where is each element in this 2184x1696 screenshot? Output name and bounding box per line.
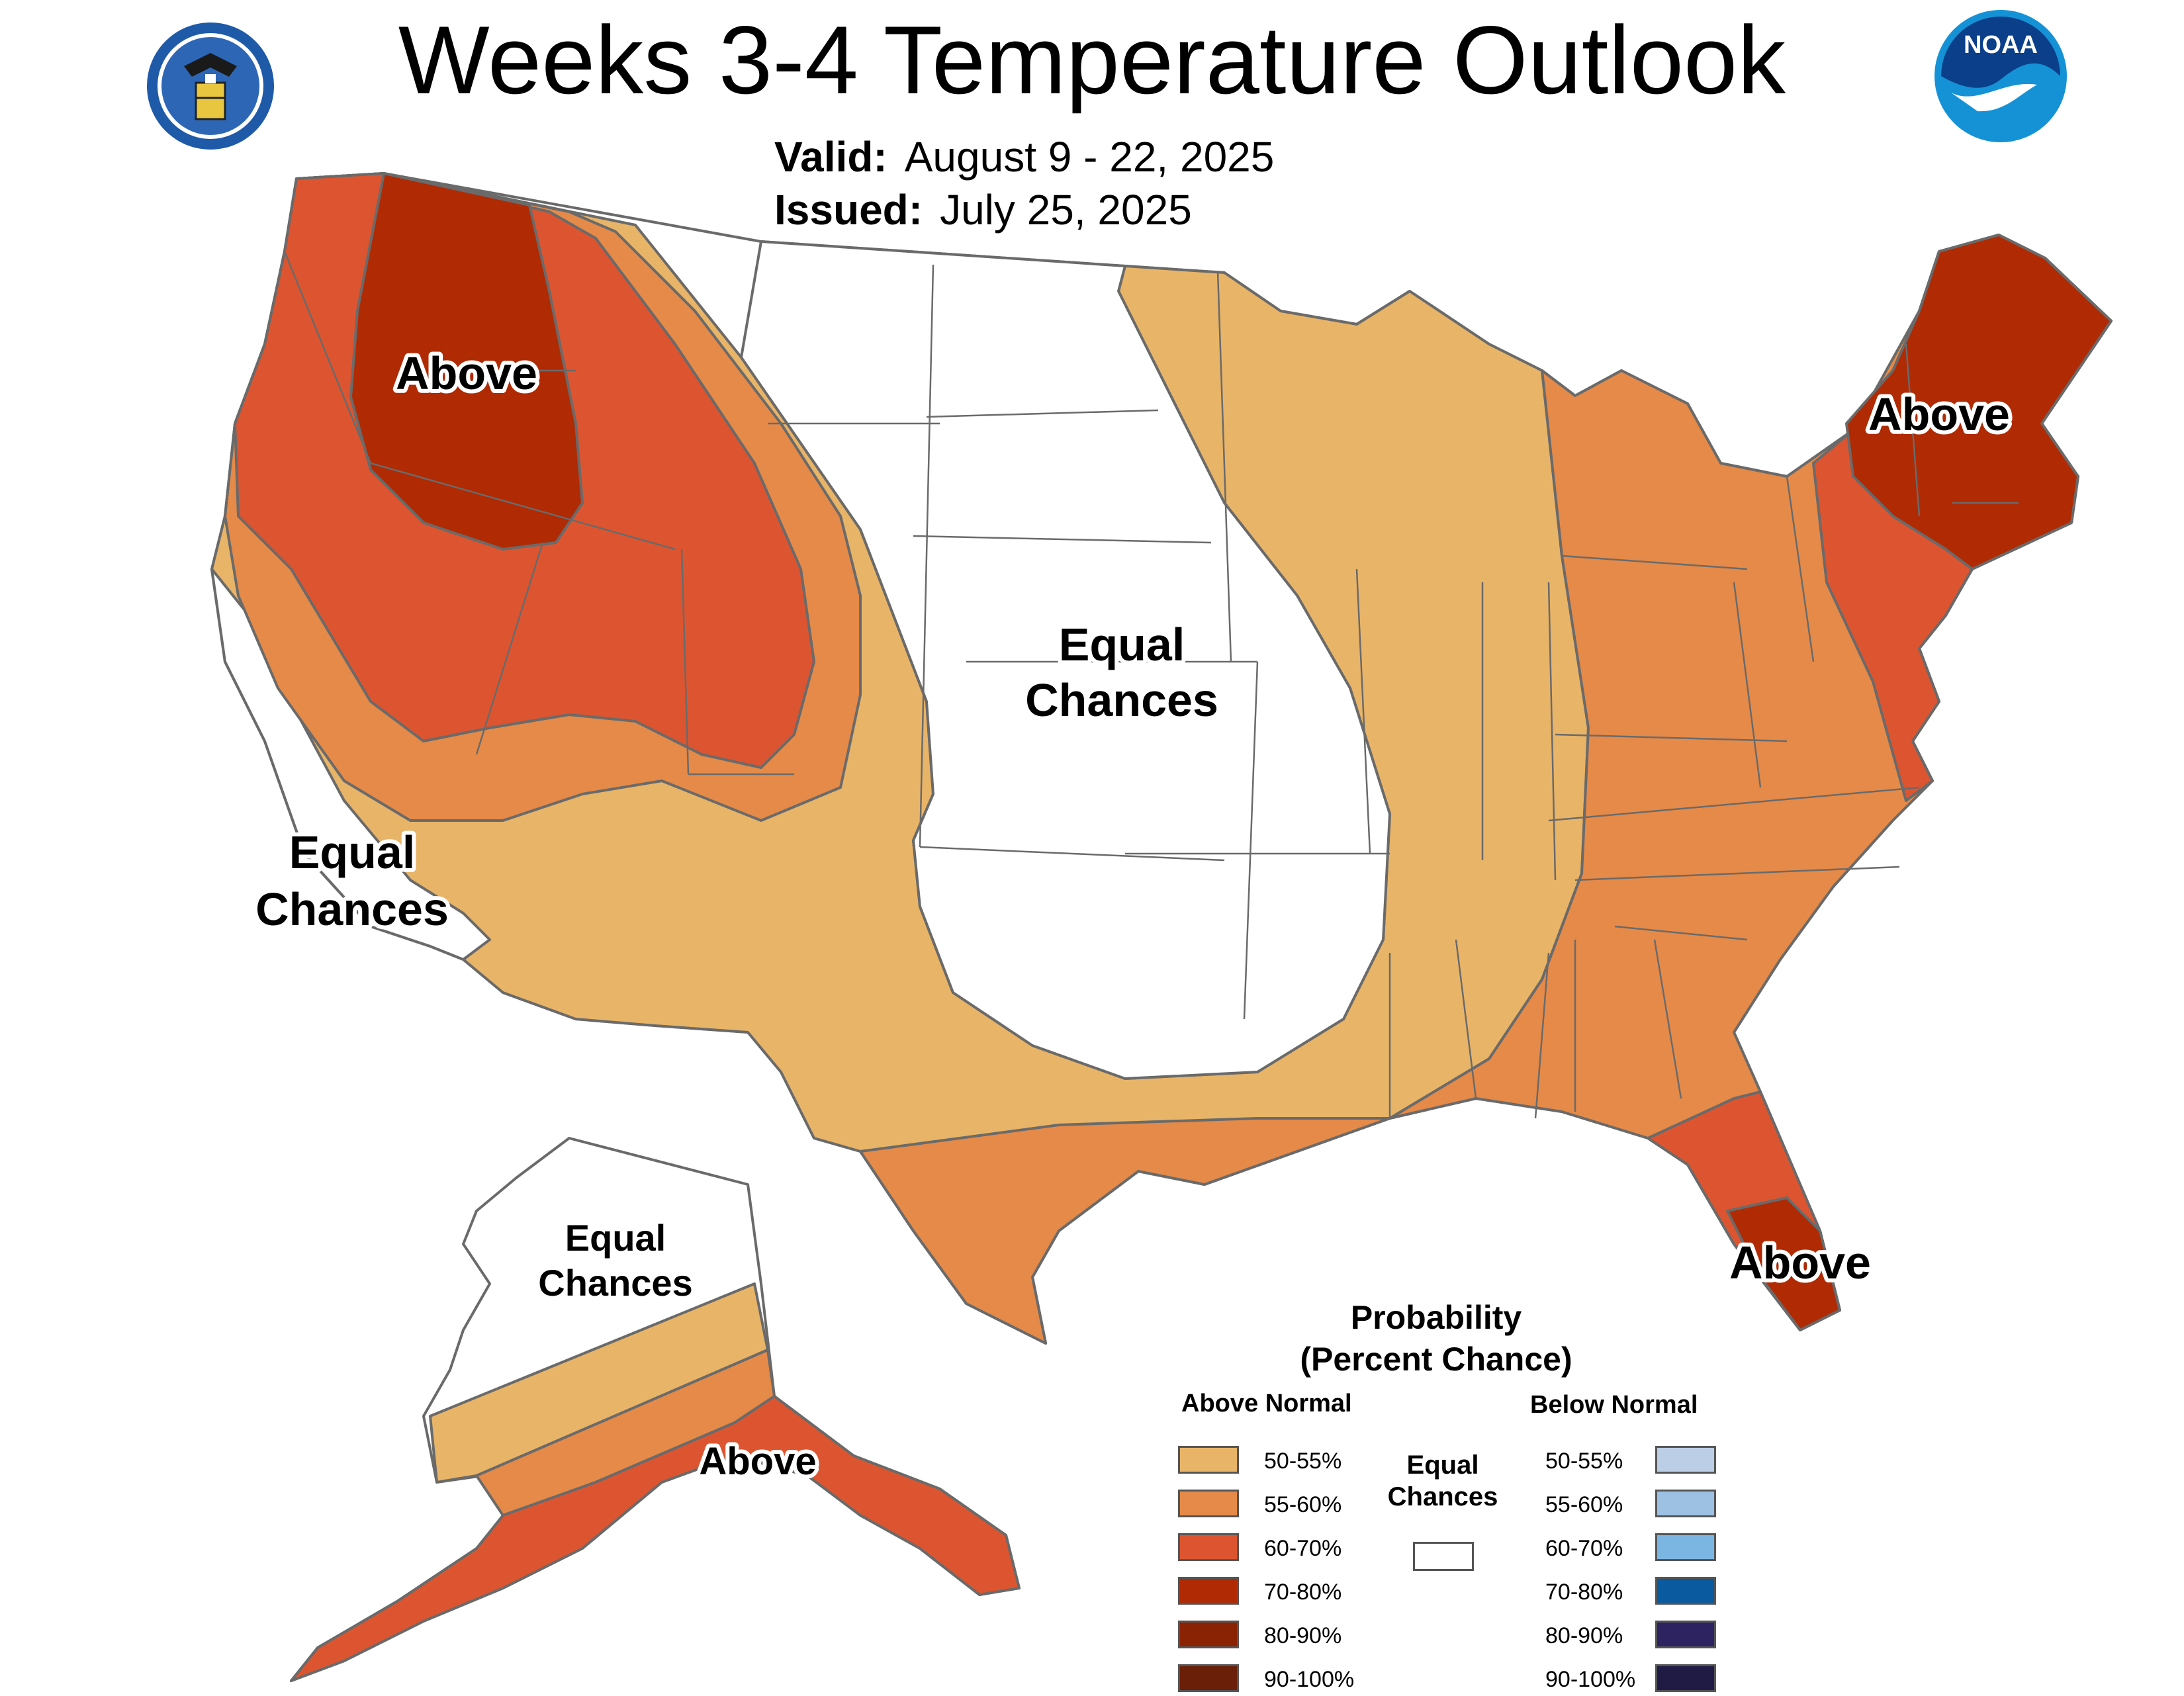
legend-below-swatch [1655, 1490, 1716, 1517]
label-california-chances: Chances [255, 883, 449, 935]
legend-below-label: 55-60% [1545, 1492, 1623, 1517]
legend-below-swatch [1655, 1577, 1716, 1605]
legend-equal-chances: Equal Chances [1377, 1449, 1509, 1513]
legend-below-label: 50-55% [1545, 1449, 1623, 1474]
legend-below-label: 70-80% [1545, 1580, 1623, 1605]
legend-below-swatch [1655, 1621, 1716, 1648]
label-alaska-above: Above [699, 1440, 816, 1483]
state-lines [283, 251, 2019, 1119]
label-northeast-above: Above [1868, 388, 2010, 440]
legend-title-line2: (Percent Chance) [1300, 1340, 1572, 1378]
band-florida-70-80 [1726, 1196, 1841, 1331]
valid-line: Valid: August 9 - 22, 2025 [774, 136, 1274, 178]
label-central-chances: Chances [1025, 674, 1218, 726]
legend-below-header: Below Normal [1530, 1391, 1698, 1419]
legend-above-label: 60-70% [1264, 1536, 1342, 1561]
legend-above-label: 70-80% [1264, 1580, 1342, 1605]
legend-below-swatch [1655, 1664, 1716, 1692]
legend-title-line1: Probability [1350, 1299, 1522, 1336]
legend-above-header: Above Normal [1181, 1390, 1352, 1417]
legend-above-label: 50-55% [1264, 1449, 1342, 1474]
label-california-equal: Equal [289, 826, 416, 878]
legend-below-swatch [1655, 1446, 1716, 1474]
equal-chances-central [740, 240, 1391, 1080]
svg-text:NOAA: NOAA [1964, 31, 2038, 59]
legend-below-label: 90-100% [1545, 1667, 1636, 1692]
legend-equal-swatch [1413, 1542, 1474, 1571]
band-gulf-55-60 [859, 1117, 1391, 1345]
label-alaska-equal: Equal [565, 1217, 666, 1259]
label-northwest-above: Above [396, 347, 537, 399]
issued-date: July 25, 2025 [940, 186, 1192, 234]
map-title: Weeks 3-4 Temperature Outlook [398, 6, 1786, 114]
valid-label: Valid: [774, 133, 887, 181]
label-florida-above: Above [1729, 1237, 1871, 1288]
commerce-seal-icon [147, 22, 274, 150]
band-northeast-70-80 [1845, 234, 2113, 570]
legend-above-swatch [1178, 1446, 1239, 1474]
legend-above-label: 80-90% [1264, 1623, 1342, 1648]
legend-above-swatch [1178, 1621, 1239, 1648]
band-alaska-60-70 [290, 1395, 1021, 1682]
legend-above-swatch [1178, 1533, 1239, 1561]
legend-equal-line2: Chances [1387, 1482, 1498, 1511]
label-alaska-chances: Chances [538, 1262, 692, 1304]
issued-label: Issued: [774, 186, 923, 234]
legend-below-label: 80-90% [1545, 1623, 1623, 1648]
legend-above-swatch [1178, 1490, 1239, 1517]
legend-below-swatch [1655, 1533, 1716, 1561]
valid-dates: August 9 - 22, 2025 [904, 133, 1275, 181]
legend-below-label: 60-70% [1545, 1536, 1623, 1561]
legend-above-label: 90-100% [1264, 1667, 1355, 1692]
noaa-logo-icon: NOAA [1934, 10, 2067, 142]
band-northwest-70-80 [349, 172, 584, 551]
legend-above-swatch [1178, 1577, 1239, 1605]
issued-line: Issued: July 25, 2025 [774, 189, 1192, 231]
legend-above-label: 55-60% [1264, 1492, 1342, 1517]
legend-equal-line1: Equal [1406, 1451, 1479, 1480]
label-central-equal: Equal [1059, 619, 1185, 670]
legend-above-swatch [1178, 1664, 1239, 1692]
legend-title: Probability (Percent Chance) [1297, 1297, 1575, 1380]
